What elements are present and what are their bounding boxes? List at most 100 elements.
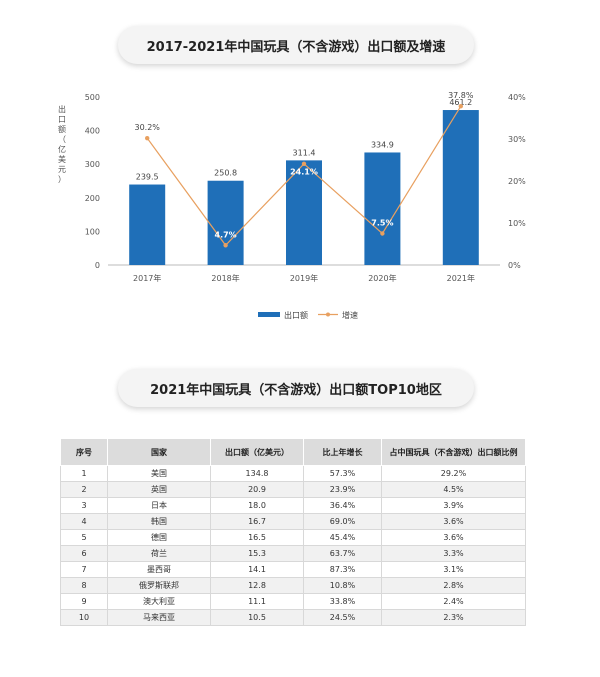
header-rank: 序号 — [60, 438, 108, 466]
cell-rank: 9 — [60, 593, 108, 610]
bar — [129, 184, 166, 265]
y-tick-label: 300 — [85, 160, 100, 169]
y-axis-label-char: 出 — [58, 104, 66, 114]
table-row: 9 澳大利亚 11.1 33.8% 2.4% — [60, 593, 526, 610]
bar — [286, 160, 322, 265]
y-axis-label-char: 口 — [58, 115, 66, 124]
growth-point — [145, 135, 150, 141]
table-row: 10 马来西亚 10.5 24.5% 2.3% — [60, 609, 526, 626]
cell-share: 4.5% — [381, 481, 526, 498]
cell-country: 德国 — [107, 529, 211, 546]
cell-export-value: 12.8 — [210, 577, 304, 594]
cell-growth: 69.0% — [303, 513, 382, 530]
table-row: 7 墨西哥 14.1 87.3% 3.1% — [60, 561, 526, 578]
header-growth: 比上年增长 — [303, 438, 382, 466]
y2-tick-label: 0% — [508, 261, 521, 270]
cell-country: 荷兰 — [107, 545, 211, 562]
legend-swatch-marker — [326, 312, 330, 317]
x-tick-label: 2018年 — [211, 273, 239, 283]
table-row: 8 俄罗斯联邦 12.8 10.8% 2.8% — [60, 577, 526, 594]
growth-value-label: 37.8% — [448, 91, 474, 100]
growth-point — [380, 231, 385, 236]
legend-swatch-bar — [258, 312, 280, 317]
cell-export-value: 18.0 — [210, 497, 304, 514]
y-tick-label: 500 — [85, 93, 100, 102]
cell-share: 3.1% — [381, 561, 526, 578]
cell-rank: 8 — [60, 577, 108, 594]
cell-growth: 10.8% — [303, 577, 382, 594]
y-tick-label: 200 — [85, 194, 100, 203]
cell-country: 英国 — [107, 481, 211, 498]
y-axis-label-char: （ — [58, 135, 66, 144]
cell-export-value: 15.3 — [210, 545, 304, 562]
y2-tick-label: 20% — [508, 177, 526, 186]
header-export-value: 出口额（亿美元） — [210, 438, 304, 466]
y-tick-label: 100 — [85, 227, 100, 236]
cell-export-value: 10.5 — [210, 609, 304, 626]
cell-rank: 2 — [60, 481, 108, 498]
cell-country: 墨西哥 — [107, 561, 211, 578]
table-header-row: 序号 国家 出口额（亿美元） 比上年增长 占中国玩具（不含游戏）出口额比例 — [60, 438, 526, 466]
y-axis-label-char: 元 — [58, 165, 66, 174]
cell-country: 俄罗斯联邦 — [107, 577, 211, 594]
table-title: 2021年中国玩具（不含游戏）出口额TOP10地区 — [118, 369, 474, 407]
chart-title: 2017-2021年中国玩具（不含游戏）出口额及增速 — [118, 26, 474, 64]
bar — [442, 110, 479, 265]
chart-area: 239.5 250.8 311.4 334.9 461.2 30.2% 4.7% 24.1%… — [58, 91, 526, 320]
cell-export-value: 16.7 — [210, 513, 304, 530]
cell-growth: 23.9% — [303, 481, 382, 498]
growth-point — [458, 104, 463, 109]
cell-rank: 5 — [60, 529, 108, 546]
bar — [207, 180, 244, 265]
cell-country: 韩国 — [107, 513, 211, 530]
y-axis-label-char: 美 — [58, 154, 66, 164]
cell-country: 马来西亚 — [107, 609, 211, 626]
cell-share: 2.4% — [381, 593, 526, 610]
y-axis-label-char: 额 — [58, 124, 66, 134]
y2-tick-label: 10% — [508, 219, 526, 228]
bar-value-label: 250.8 — [214, 169, 237, 178]
cell-export-value: 134.8 — [210, 465, 304, 482]
table-row: 4 韩国 16.7 69.0% 3.6% — [60, 513, 526, 530]
y2-tick-label: 30% — [508, 135, 526, 144]
cell-rank: 4 — [60, 513, 108, 530]
cell-growth: 36.4% — [303, 497, 382, 514]
header-share: 占中国玩具（不含游戏）出口额比例 — [381, 438, 526, 466]
cell-growth: 24.5% — [303, 609, 382, 626]
y-tick-label: 0 — [95, 261, 100, 270]
y2-tick-label: 40% — [508, 93, 526, 102]
table-row: 1 美国 134.8 57.3% 29.2% — [60, 465, 526, 482]
cell-share: 2.8% — [381, 577, 526, 594]
y-axis-label: 出口额（亿美元） — [58, 104, 66, 184]
cell-share: 3.6% — [381, 513, 526, 530]
cell-export-value: 14.1 — [210, 561, 304, 578]
cell-share: 2.3% — [381, 609, 526, 626]
table-row: 5 德国 16.5 45.4% 3.6% — [60, 529, 526, 546]
bar-value-label: 461.2 — [449, 98, 472, 107]
bar-value-label: 334.9 — [371, 140, 394, 149]
x-tick-label: 2020年 — [368, 273, 396, 283]
growth-value-label: 30.2% — [134, 123, 160, 132]
x-tick-label: 2019年 — [290, 273, 318, 283]
growth-value-label: 7.5% — [371, 219, 393, 228]
table-row: 6 荷兰 15.3 63.7% 3.3% — [60, 545, 526, 562]
y-tick-label: 400 — [85, 127, 100, 136]
growth-value-label: 24.1% — [290, 167, 318, 176]
y-axis-label-char: ） — [58, 175, 66, 184]
cell-growth: 57.3% — [303, 465, 382, 482]
cell-country: 澳大利亚 — [107, 593, 211, 610]
cell-rank: 1 — [60, 465, 108, 482]
bar-value-label: 311.4 — [293, 148, 316, 157]
cell-growth: 33.8% — [303, 593, 382, 610]
y-axis-label-char: 亿 — [58, 144, 66, 154]
table-row: 3 日本 18.0 36.4% 3.9% — [60, 497, 526, 514]
cell-rank: 10 — [60, 609, 108, 626]
cell-export-value: 11.1 — [210, 593, 304, 610]
x-tick-label: 2017年 — [133, 273, 161, 283]
cell-rank: 7 — [60, 561, 108, 578]
cell-growth: 87.3% — [303, 561, 382, 578]
cell-country: 美国 — [107, 465, 211, 482]
bar-value-label: 239.5 — [136, 173, 159, 182]
table-row: 2 英国 20.9 23.9% 4.5% — [60, 481, 526, 498]
